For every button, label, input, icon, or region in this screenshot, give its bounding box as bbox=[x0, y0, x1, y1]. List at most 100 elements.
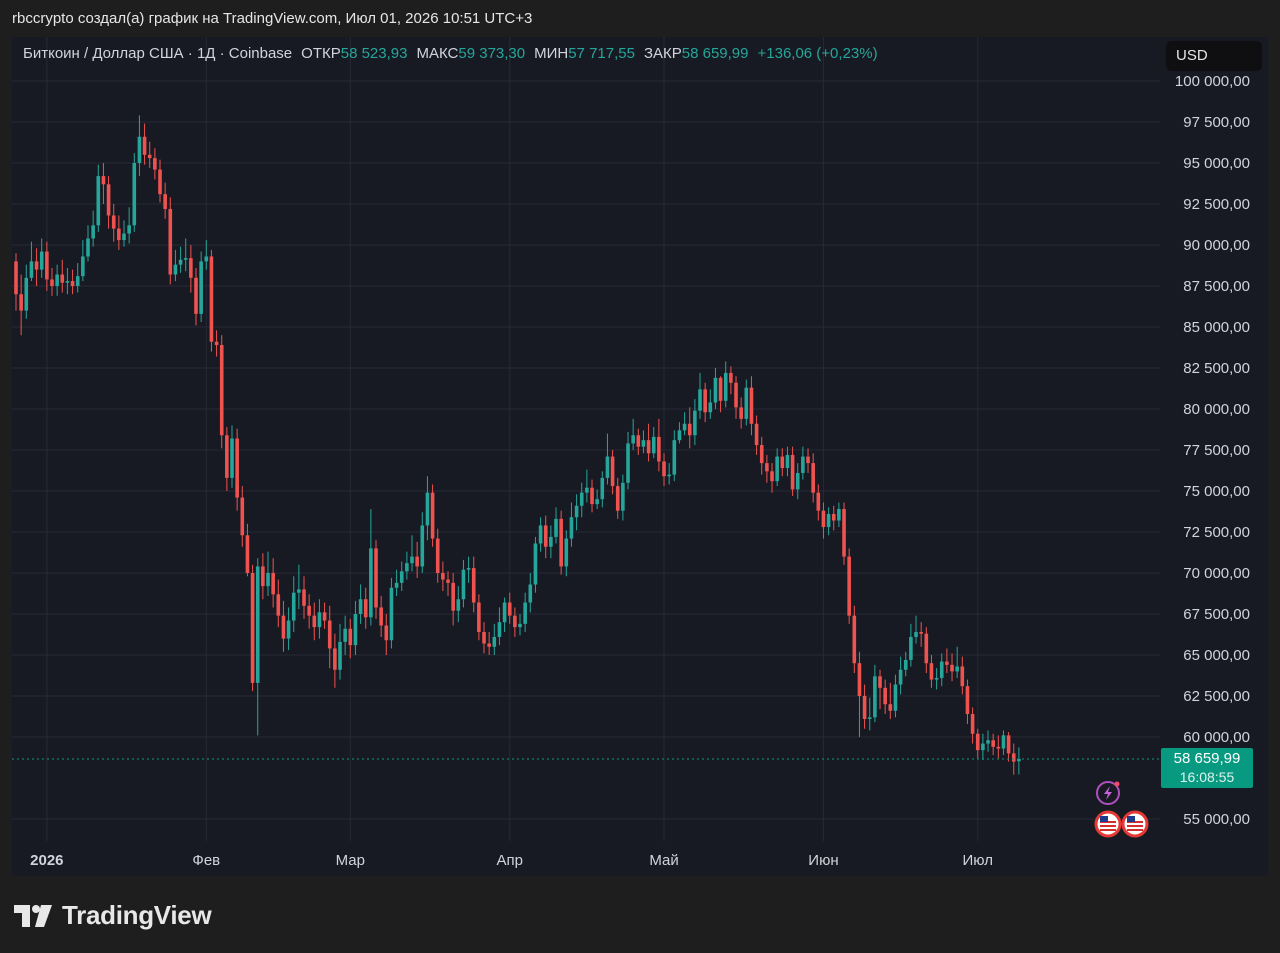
candle-body bbox=[81, 256, 85, 277]
us-flag-icon[interactable] bbox=[1094, 810, 1122, 838]
candle bbox=[307, 594, 311, 629]
candle-body bbox=[435, 538, 440, 573]
last-price-value: 58 659,99 bbox=[1173, 750, 1241, 767]
candle bbox=[425, 476, 430, 541]
candle bbox=[204, 240, 209, 270]
bar-countdown: 16:08:55 bbox=[1179, 769, 1235, 785]
candle bbox=[379, 595, 383, 637]
candle bbox=[405, 551, 409, 580]
candle-body bbox=[333, 648, 337, 670]
y-tick-label: 55 000,00 bbox=[1183, 811, 1250, 828]
candle bbox=[934, 668, 939, 690]
candle-body bbox=[250, 573, 255, 683]
us-flag-icon[interactable] bbox=[1121, 810, 1149, 838]
candle bbox=[34, 248, 39, 286]
candle-body bbox=[219, 345, 224, 436]
candle bbox=[163, 182, 167, 219]
candle-body bbox=[327, 620, 332, 649]
candle-body bbox=[621, 482, 625, 511]
candle-body bbox=[585, 487, 589, 493]
x-tick-label: Фев bbox=[192, 852, 220, 869]
candle-body bbox=[106, 184, 111, 216]
candle bbox=[374, 540, 378, 619]
candle bbox=[178, 246, 183, 273]
candle bbox=[543, 515, 548, 559]
candle bbox=[209, 249, 214, 352]
currency-button[interactable]: USD bbox=[1166, 41, 1262, 71]
candle bbox=[667, 463, 671, 485]
candle-body bbox=[163, 194, 167, 209]
candle bbox=[893, 674, 898, 718]
x-tick-label: Июл bbox=[963, 852, 993, 869]
candle bbox=[327, 605, 332, 669]
candle bbox=[477, 594, 481, 641]
candle-body bbox=[266, 573, 270, 587]
candle-body bbox=[286, 620, 291, 639]
candle bbox=[312, 602, 317, 641]
x-tick-label: Май bbox=[649, 852, 678, 869]
candle bbox=[585, 469, 589, 503]
candle bbox=[266, 551, 270, 596]
candle-body bbox=[801, 456, 805, 473]
candle-body bbox=[271, 573, 275, 595]
candle bbox=[646, 423, 651, 462]
tradingview-logo[interactable]: TradingView bbox=[14, 900, 212, 931]
candle bbox=[147, 141, 152, 168]
candle-body bbox=[353, 614, 358, 646]
y-tick-label: 80 000,00 bbox=[1183, 401, 1250, 418]
candle bbox=[806, 448, 810, 473]
candle bbox=[754, 415, 759, 455]
candle bbox=[945, 648, 949, 674]
candle bbox=[225, 427, 229, 491]
high-value: 59 373,30 bbox=[458, 45, 526, 62]
candle-body bbox=[559, 518, 563, 567]
tradingview-wordmark: TradingView bbox=[62, 900, 212, 930]
candle-body bbox=[996, 746, 1001, 749]
candle-body bbox=[19, 294, 23, 311]
candle bbox=[70, 269, 75, 295]
candle-body bbox=[826, 513, 831, 528]
candle bbox=[1017, 747, 1021, 775]
candle-body bbox=[893, 684, 898, 711]
candle bbox=[708, 389, 713, 419]
candle bbox=[554, 507, 558, 544]
candle-body bbox=[744, 387, 749, 419]
price-chart[interactable]: 100 000,00 97 500,00 95 000,00 92 500,00 90 … bbox=[12, 37, 1268, 876]
candle bbox=[595, 489, 599, 510]
candle-body bbox=[183, 258, 188, 260]
lightning-icon[interactable] bbox=[1096, 781, 1120, 805]
candle-body bbox=[39, 251, 44, 270]
candle bbox=[75, 263, 80, 293]
y-tick-label: 90 000,00 bbox=[1183, 237, 1250, 254]
symbol-description[interactable]: Биткоин / Доллар США · 1Д · Coinbase bbox=[23, 45, 293, 62]
candle-body bbox=[204, 256, 209, 262]
candle bbox=[605, 433, 610, 485]
candle bbox=[117, 215, 121, 250]
candle-body bbox=[343, 628, 347, 642]
candle-body bbox=[651, 436, 656, 454]
candle bbox=[610, 450, 615, 495]
candle-body bbox=[209, 256, 214, 342]
candle-body bbox=[955, 666, 959, 672]
candle bbox=[960, 656, 965, 695]
open-value: 58 523,93 bbox=[340, 45, 408, 62]
candle-body bbox=[790, 454, 795, 490]
candle-body bbox=[610, 456, 615, 487]
candle bbox=[631, 418, 635, 450]
x-tick-label: Мар bbox=[336, 852, 365, 869]
candle-body bbox=[441, 573, 445, 580]
chart-panel[interactable]: 100 000,00 97 500,00 95 000,00 92 500,00 90 … bbox=[12, 37, 1268, 876]
candle-body bbox=[384, 625, 389, 641]
candle-body bbox=[297, 589, 301, 593]
candle bbox=[698, 372, 702, 419]
candle bbox=[821, 502, 826, 539]
candle bbox=[780, 448, 785, 477]
candle bbox=[867, 697, 872, 731]
y-tick-label: 60 000,00 bbox=[1183, 729, 1250, 746]
candle bbox=[929, 655, 934, 688]
candle-body bbox=[554, 518, 558, 537]
candle bbox=[518, 614, 522, 636]
candle-body bbox=[1006, 735, 1011, 754]
y-tick-label: 75 000,00 bbox=[1183, 483, 1250, 500]
tradingview-logo-icon bbox=[14, 904, 52, 927]
